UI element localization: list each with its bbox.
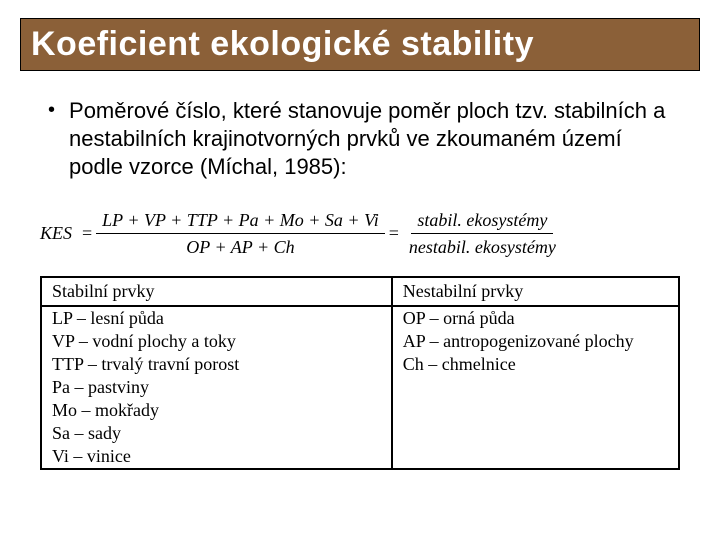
- cell-right: OP – orná půda: [392, 306, 678, 330]
- cell-left: Sa – sady: [42, 422, 392, 445]
- cell-right: [392, 399, 678, 422]
- numerator-right: stabil. ekosystémy: [411, 209, 553, 234]
- equals-sign-1: =: [82, 223, 92, 244]
- cell-right: AP – antropogenizované plochy: [392, 330, 678, 353]
- equals-sign-2: =: [389, 223, 399, 244]
- formula-label: KES: [40, 223, 72, 244]
- table-row: Pa – pastviny: [42, 376, 678, 399]
- slide-title: Koeficient ekologické stability: [31, 25, 689, 64]
- table-row: Sa – sady: [42, 422, 678, 445]
- header-right: Nestabilní prvky: [392, 278, 678, 306]
- cell-right: [392, 422, 678, 445]
- table-row: Vi – vinice: [42, 445, 678, 468]
- table-row: VP – vodní plochy a toky AP – antropogen…: [42, 330, 678, 353]
- header-left: Stabilní prvky: [42, 278, 392, 306]
- fraction-left: LP + VP + TTP + Pa + Mo + Sa + Vi OP + A…: [96, 209, 385, 258]
- cell-left: Mo – mokřady: [42, 399, 392, 422]
- cell-left: TTP – trvalý travní porost: [42, 353, 392, 376]
- table-row: TTP – trvalý travní porost Ch – chmelnic…: [42, 353, 678, 376]
- denominator-right: nestabil. ekosystémy: [403, 234, 562, 258]
- cell-right: [392, 445, 678, 468]
- table: Stabilní prvky Nestabilní prvky LP – les…: [42, 278, 678, 468]
- cell-left: Vi – vinice: [42, 445, 392, 468]
- fraction-right: stabil. ekosystémy nestabil. ekosystémy: [403, 209, 562, 258]
- numerator-left: LP + VP + TTP + Pa + Mo + Sa + Vi: [96, 209, 385, 234]
- denominator-left: OP + AP + Ch: [180, 234, 300, 258]
- legend-table: Stabilní prvky Nestabilní prvky LP – les…: [40, 276, 680, 470]
- cell-left: VP – vodní plochy a toky: [42, 330, 392, 353]
- title-bar: Koeficient ekologické stability: [20, 18, 700, 71]
- table-row: Mo – mokřady: [42, 399, 678, 422]
- cell-right: [392, 376, 678, 399]
- cell-right: Ch – chmelnice: [392, 353, 678, 376]
- cell-left: Pa – pastviny: [42, 376, 392, 399]
- formula: KES = LP + VP + TTP + Pa + Mo + Sa + Vi …: [0, 181, 720, 258]
- bullet-text: Poměrové číslo, které stanovuje poměr pl…: [69, 97, 680, 181]
- bullet-item: • Poměrové číslo, které stanovuje poměr …: [40, 97, 680, 181]
- cell-left: LP – lesní půda: [42, 306, 392, 330]
- table-row: LP – lesní půda OP – orná půda: [42, 306, 678, 330]
- body-area: • Poměrové číslo, které stanovuje poměr …: [0, 71, 720, 181]
- bullet-dot: •: [48, 97, 55, 123]
- table-header-row: Stabilní prvky Nestabilní prvky: [42, 278, 678, 306]
